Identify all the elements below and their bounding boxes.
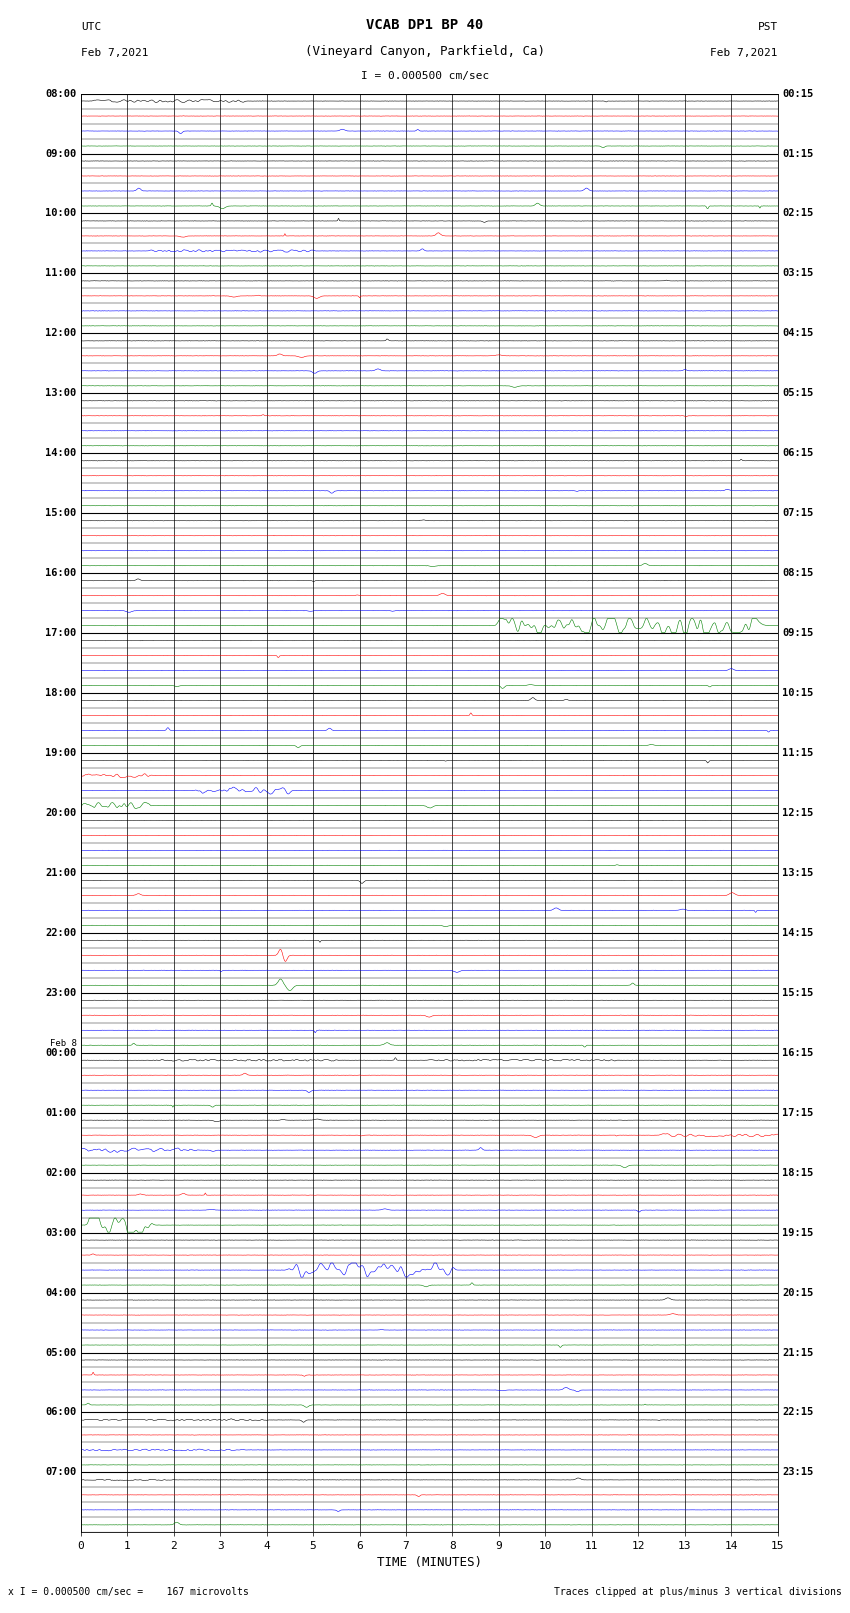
Text: 10:00: 10:00: [45, 208, 76, 218]
Text: 21:00: 21:00: [45, 868, 76, 877]
Text: 05:15: 05:15: [782, 389, 813, 398]
Text: Traces clipped at plus/minus 3 vertical divisions: Traces clipped at plus/minus 3 vertical …: [553, 1587, 842, 1597]
Text: 07:00: 07:00: [45, 1468, 76, 1478]
Text: 23:15: 23:15: [782, 1468, 813, 1478]
Text: 06:00: 06:00: [45, 1408, 76, 1418]
Text: UTC: UTC: [81, 23, 101, 32]
Text: 01:15: 01:15: [782, 148, 813, 158]
Text: 20:15: 20:15: [782, 1287, 813, 1297]
Text: 19:15: 19:15: [782, 1227, 813, 1237]
Text: 19:00: 19:00: [45, 748, 76, 758]
Text: 17:00: 17:00: [45, 627, 76, 639]
Text: 02:00: 02:00: [45, 1168, 76, 1177]
Text: 06:15: 06:15: [782, 448, 813, 458]
Text: 08:15: 08:15: [782, 568, 813, 577]
Text: 04:00: 04:00: [45, 1287, 76, 1297]
Text: 18:15: 18:15: [782, 1168, 813, 1177]
Text: 18:00: 18:00: [45, 689, 76, 698]
Text: 03:00: 03:00: [45, 1227, 76, 1237]
Text: 05:00: 05:00: [45, 1347, 76, 1358]
Text: 15:00: 15:00: [45, 508, 76, 518]
Text: PST: PST: [757, 23, 778, 32]
Text: 02:15: 02:15: [782, 208, 813, 218]
Text: 11:15: 11:15: [782, 748, 813, 758]
Text: 03:15: 03:15: [782, 268, 813, 279]
Text: 13:15: 13:15: [782, 868, 813, 877]
Text: 16:15: 16:15: [782, 1048, 813, 1058]
Text: Feb 7,2021: Feb 7,2021: [711, 48, 778, 58]
Text: 14:00: 14:00: [45, 448, 76, 458]
Text: 15:15: 15:15: [782, 987, 813, 998]
Text: 08:00: 08:00: [45, 89, 76, 98]
Text: 04:15: 04:15: [782, 329, 813, 339]
Text: x I = 0.000500 cm/sec =    167 microvolts: x I = 0.000500 cm/sec = 167 microvolts: [8, 1587, 249, 1597]
Text: 09:00: 09:00: [45, 148, 76, 158]
Text: 09:15: 09:15: [782, 627, 813, 639]
Text: 21:15: 21:15: [782, 1347, 813, 1358]
Text: 17:15: 17:15: [782, 1108, 813, 1118]
Text: 11:00: 11:00: [45, 268, 76, 279]
Text: VCAB DP1 BP 40: VCAB DP1 BP 40: [366, 18, 484, 32]
Text: (Vineyard Canyon, Parkfield, Ca): (Vineyard Canyon, Parkfield, Ca): [305, 45, 545, 58]
Text: 00:00: 00:00: [45, 1048, 76, 1058]
Text: 13:00: 13:00: [45, 389, 76, 398]
Text: Feb 7,2021: Feb 7,2021: [81, 48, 148, 58]
Text: 22:15: 22:15: [782, 1408, 813, 1418]
Text: 16:00: 16:00: [45, 568, 76, 577]
Text: 07:15: 07:15: [782, 508, 813, 518]
Text: 22:00: 22:00: [45, 927, 76, 937]
Text: 10:15: 10:15: [782, 689, 813, 698]
Text: 23:00: 23:00: [45, 987, 76, 998]
Text: 20:00: 20:00: [45, 808, 76, 818]
Text: 12:00: 12:00: [45, 329, 76, 339]
Text: Feb 8: Feb 8: [49, 1039, 76, 1047]
Text: 01:00: 01:00: [45, 1108, 76, 1118]
Text: I = 0.000500 cm/sec: I = 0.000500 cm/sec: [361, 71, 489, 81]
Text: 14:15: 14:15: [782, 927, 813, 937]
X-axis label: TIME (MINUTES): TIME (MINUTES): [377, 1555, 482, 1568]
Text: 12:15: 12:15: [782, 808, 813, 818]
Text: 00:15: 00:15: [782, 89, 813, 98]
